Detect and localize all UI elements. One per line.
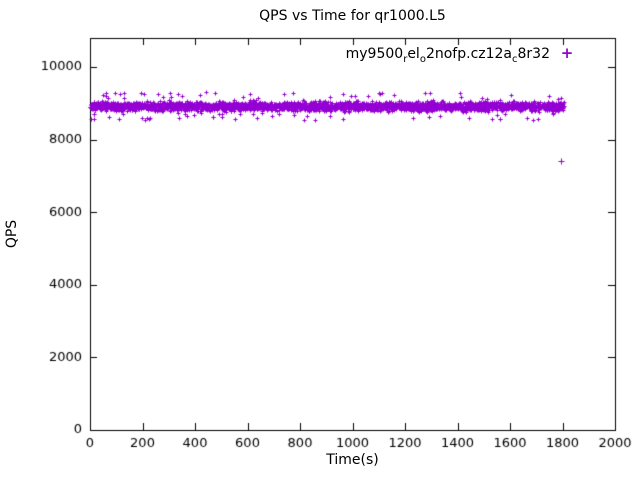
legend-series-label: my9500relo2nofp.cz12ac8r32 bbox=[345, 46, 550, 65]
legend: my9500relo2nofp.cz12ac8r32 + bbox=[346, 46, 584, 65]
x-axis-label: Time(s) bbox=[326, 452, 379, 468]
chart-title: QPS vs Time for qr1000.L5 bbox=[259, 8, 446, 24]
y-axis-label: QPS bbox=[4, 219, 20, 249]
plus-marker-icon: + bbox=[560, 44, 574, 62]
